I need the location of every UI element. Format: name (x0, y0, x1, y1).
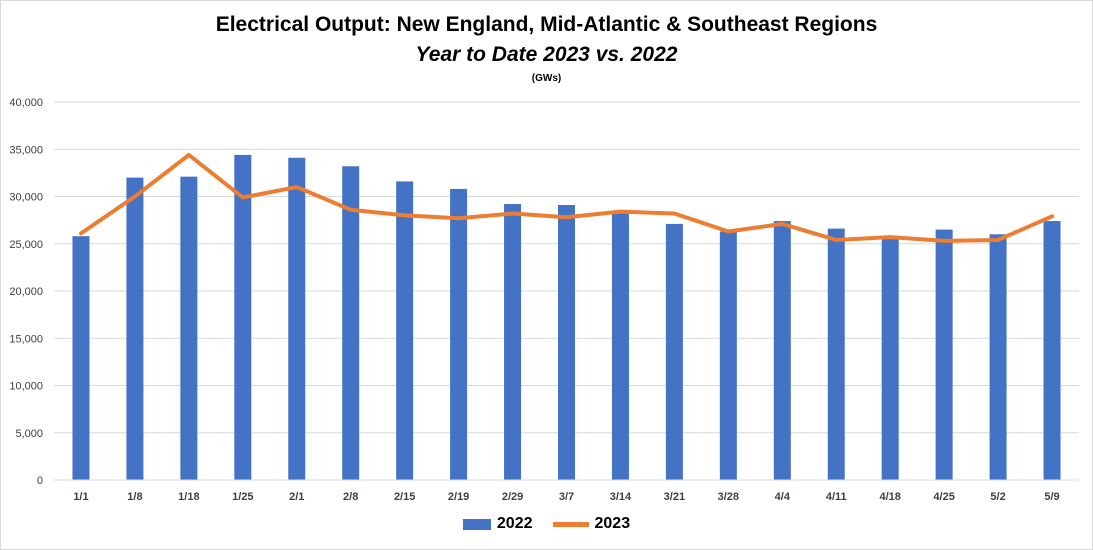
bar-2022 (234, 154, 252, 481)
bar-2022 (72, 236, 90, 480)
x-tick-label: 3/28 (718, 491, 739, 503)
legend-swatch-line (552, 521, 589, 527)
bar-2022 (504, 204, 522, 480)
x-tick-label: 4/4 (775, 491, 791, 503)
y-tick-label: 0 (37, 475, 43, 487)
y-tick-label: 35,000 (9, 144, 43, 156)
bar-2022 (935, 229, 953, 480)
x-tick-label: 1/1 (73, 491, 88, 503)
chart-unit-label: (GWs) (531, 73, 562, 84)
bar-2022 (773, 221, 791, 480)
legend-item-2023: 2023 (552, 515, 631, 533)
bar-2022 (558, 205, 575, 480)
bar-2022 (719, 231, 737, 480)
y-tick-label: 15,000 (9, 333, 43, 345)
bar-2022 (989, 234, 1007, 480)
y-tick-label: 30,000 (9, 192, 43, 204)
chart-title: Electrical Output: New England, Mid-Atla… (215, 13, 878, 36)
x-tick-label: 1/18 (178, 491, 199, 503)
x-tick-label: 3/7 (559, 491, 574, 503)
bar-2022 (288, 157, 306, 480)
bar-2022 (342, 166, 360, 480)
bar-2022 (126, 177, 144, 480)
x-tick-label: 4/18 (879, 491, 900, 503)
bar-2022 (180, 176, 198, 480)
x-tick-label: 4/25 (933, 491, 954, 503)
bar-2022 (665, 223, 683, 480)
y-tick-label: 10,000 (9, 381, 43, 393)
legend-label-2023: 2023 (594, 515, 631, 532)
x-tick-label: 2/15 (394, 491, 415, 503)
x-tick-label: 5/2 (990, 491, 1005, 503)
bar-2022 (396, 181, 414, 480)
x-tick-label: 3/21 (664, 491, 685, 503)
bar-2022 (881, 239, 899, 480)
x-tick-label: 2/8 (343, 491, 358, 503)
x-tick-label: 3/14 (610, 491, 632, 503)
y-tick-label: 5,000 (15, 428, 43, 440)
x-tick-label: 1/25 (232, 491, 253, 503)
x-tick-label: 2/29 (502, 491, 523, 503)
y-tick-label: 40,000 (9, 97, 43, 109)
x-tick-label: 2/1 (289, 491, 304, 503)
bar-2022 (827, 228, 845, 480)
legend-item-2022: 2022 (462, 515, 533, 533)
x-tick-label: 4/11 (826, 491, 847, 503)
legend-label-2022: 2022 (496, 515, 533, 532)
y-tick-label: 25,000 (9, 239, 43, 251)
x-tick-label: 5/9 (1044, 491, 1059, 503)
legend-swatch-bar (462, 518, 491, 530)
x-tick-label: 1/8 (127, 491, 142, 503)
bar-2022 (1043, 221, 1061, 480)
chart-subtitle: Year to Date 2023 vs. 2022 (415, 43, 678, 66)
bar-2022 (450, 188, 468, 480)
bar-2022 (611, 212, 629, 480)
y-tick-label: 20,000 (9, 286, 43, 298)
x-tick-label: 2/19 (448, 491, 469, 503)
legend: 2022 2023 (1, 515, 1092, 533)
